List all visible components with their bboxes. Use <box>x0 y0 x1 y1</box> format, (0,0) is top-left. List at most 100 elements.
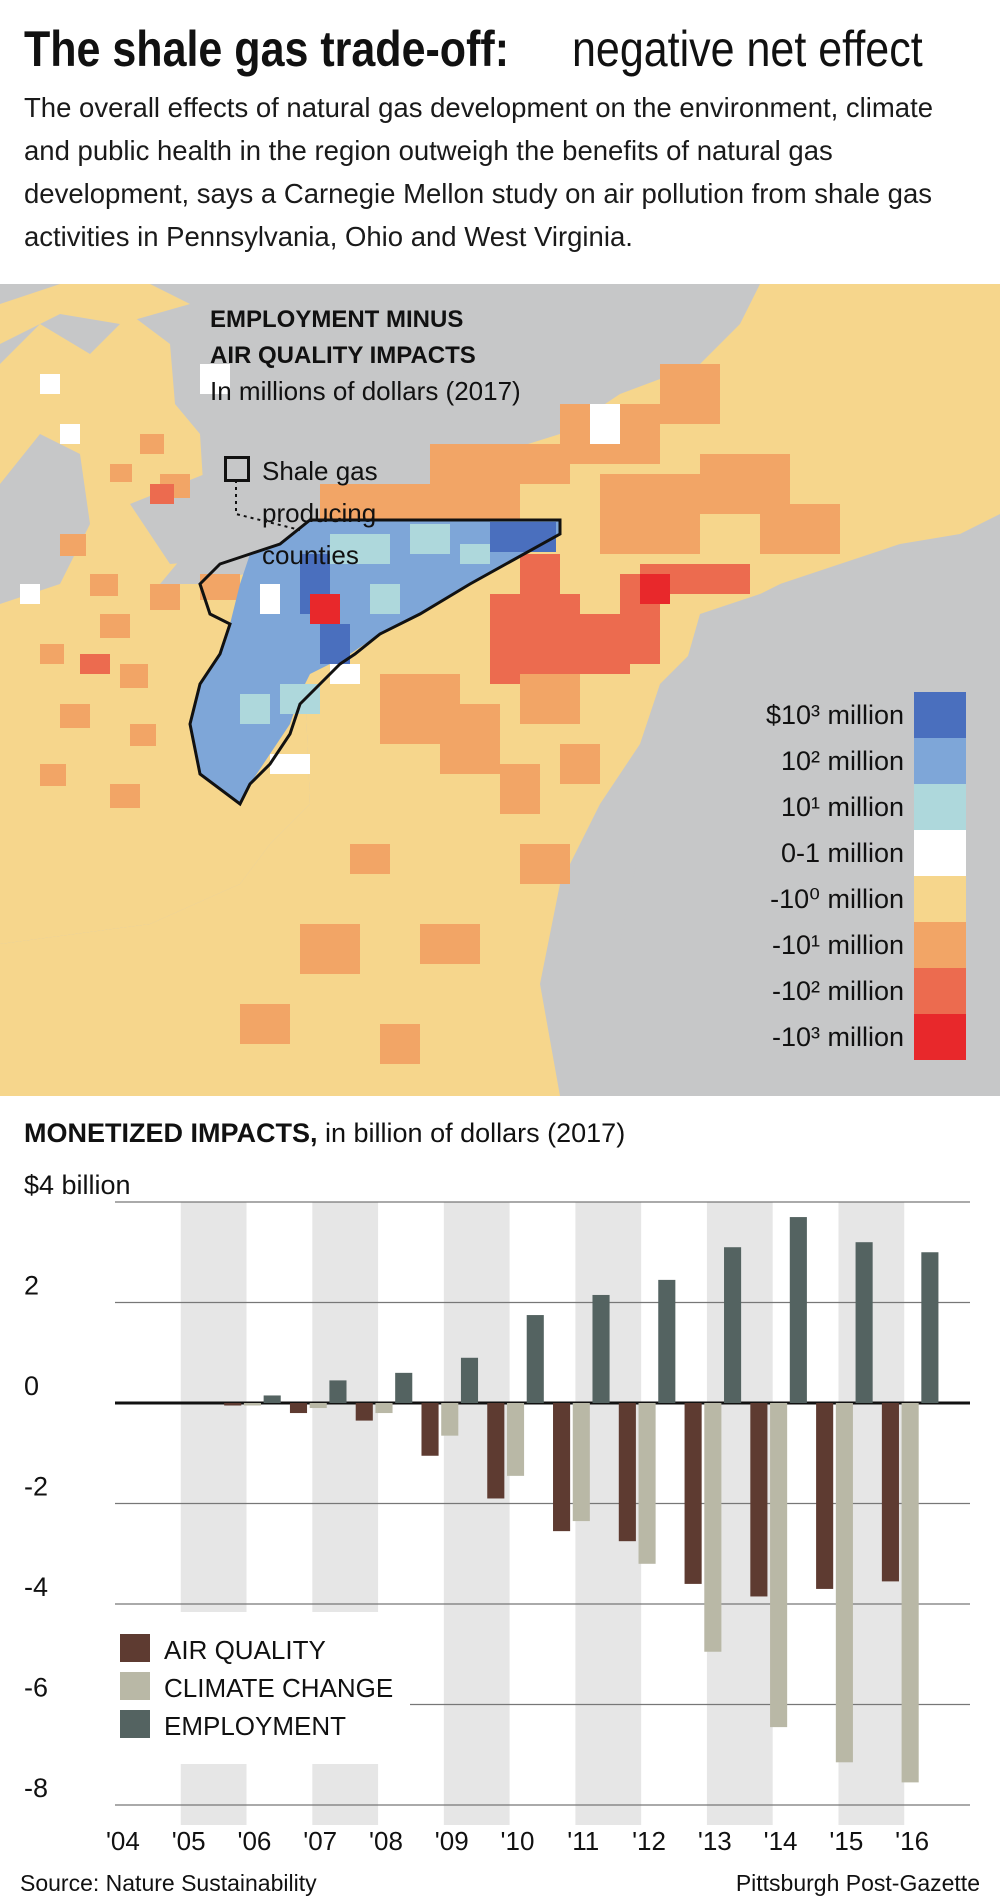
legend-swatch <box>914 876 966 922</box>
air-quality-bar <box>553 1403 571 1532</box>
air-quality-bar <box>224 1403 242 1406</box>
y-tick-label: -4 <box>24 1572 48 1602</box>
x-tick-label: '15 <box>829 1826 863 1856</box>
climate-change-bar <box>243 1403 262 1406</box>
x-tick-label: '05 <box>172 1826 206 1856</box>
shale-label-line3: counties <box>262 540 359 570</box>
map-title-line2: AIR QUALITY IMPACTS <box>210 342 476 369</box>
y-tick-label: -8 <box>24 1773 48 1803</box>
climate-change-bar <box>770 1403 788 1728</box>
x-tick-label: '07 <box>303 1826 337 1856</box>
legend-row: 10² million <box>690 738 966 784</box>
headline: The shale gas trade-off: negative net ef… <box>24 14 984 84</box>
legend-swatch <box>914 1014 966 1060</box>
climate-change-bar <box>309 1403 327 1409</box>
air-quality-bar <box>421 1403 439 1456</box>
legend-swatch <box>120 1634 150 1662</box>
x-tick-label: '04 <box>106 1826 140 1856</box>
red-counties <box>80 484 750 684</box>
air-quality-bar <box>816 1403 834 1589</box>
x-tick-label: '08 <box>369 1826 403 1856</box>
climate-change-bar <box>901 1403 919 1783</box>
employment-bar <box>789 1217 807 1403</box>
x-tick-label: '13 <box>698 1826 732 1856</box>
employment-bar <box>395 1372 413 1403</box>
map-legend: $10³ million 10² million 10¹ million 0-1 mi… <box>690 692 966 1060</box>
air-quality-bar <box>355 1403 373 1421</box>
legend-swatch <box>120 1710 150 1738</box>
legend-row: -10³ million <box>690 1014 966 1060</box>
air-quality-bar <box>881 1403 899 1582</box>
y-tick-label: 0 <box>24 1371 39 1401</box>
x-tick-label: '09 <box>435 1826 469 1856</box>
shale-leader-line <box>235 480 301 531</box>
employment-bar <box>526 1315 544 1403</box>
shale-region-blue <box>190 520 560 804</box>
map-graphic <box>0 284 1000 1096</box>
headline-bold: The shale gas trade-off: <box>24 21 510 77</box>
y-tick-label: 2 <box>24 1271 39 1301</box>
lake-ontario <box>390 354 600 424</box>
air-quality-bar <box>618 1403 636 1542</box>
legend-label: 0-1 million <box>780 838 904 868</box>
headline-rest: negative net effect <box>572 21 923 77</box>
employment-bar <box>460 1357 479 1403</box>
x-tick-label: '16 <box>895 1826 929 1856</box>
legend-label: 10¹ million <box>780 792 904 822</box>
climate-change-bar <box>506 1403 525 1476</box>
legend-swatch <box>914 922 966 968</box>
legend-label: EMPLOYMENT <box>164 1711 346 1741</box>
x-tick-label: '12 <box>632 1826 666 1856</box>
legend-swatch <box>914 968 966 1014</box>
shale-light-counties <box>240 524 490 724</box>
shale-white-counties <box>260 584 360 774</box>
y-tick-label: -2 <box>24 1472 48 1502</box>
county-map: EMPLOYMENT MINUS AIR QUALITY IMPACTS In … <box>0 284 1000 1096</box>
legend-row: -10² million <box>690 968 966 1014</box>
lake-erie <box>130 444 440 564</box>
employment-bar <box>329 1380 347 1403</box>
legend-row: $10³ million <box>690 692 966 738</box>
climate-change-bar <box>572 1403 590 1522</box>
publisher-credit: Pittsburgh Post-Gazette <box>735 1870 980 1896</box>
air-quality-bar <box>487 1403 505 1499</box>
x-tick-label: '06 <box>237 1826 271 1856</box>
employment-bar <box>658 1279 676 1403</box>
shale-outline <box>188 518 562 807</box>
michigan-upper <box>0 284 190 344</box>
legend-label: AIR QUALITY <box>164 1635 326 1665</box>
chart-heading-bold: MONETIZED IMPACTS, <box>24 1118 318 1148</box>
employment-bar <box>921 1252 939 1403</box>
bar-chart: $4 billion 2 0 -2 -4 -6 -8 '04 '05 '06 '07 '08 '09 '1… <box>24 1170 970 1856</box>
chart-heading: MONETIZED IMPACTS, in billion of dollars… <box>24 1118 625 1149</box>
legend-label: $10³ million <box>765 700 904 730</box>
y-tick-label: $4 billion <box>24 1170 131 1200</box>
x-tick-label: '11 <box>567 1826 599 1856</box>
legend-swatch <box>120 1672 150 1700</box>
legend-label: -10² million <box>771 976 904 1006</box>
legend-label: -10¹ million <box>771 930 904 960</box>
air-quality-bar <box>289 1403 308 1414</box>
legend-swatch <box>914 830 966 876</box>
atlantic-ocean <box>590 524 1000 1096</box>
x-tick-label: '14 <box>764 1826 798 1856</box>
employment-bar <box>724 1247 742 1403</box>
chart-legend-box <box>100 1612 410 1764</box>
lake-michigan <box>0 434 90 604</box>
climate-change-bar <box>704 1403 722 1652</box>
shale-legend-label: Shale gas producing counties <box>262 450 442 576</box>
map-subtitle: In millions of dollars (2017) <box>210 376 521 406</box>
employment-bar <box>855 1242 873 1403</box>
legend-swatch <box>914 738 966 784</box>
map-title-line1: EMPLOYMENT MINUS <box>210 306 464 333</box>
chart-heading-rest: in billion of dollars (2017) <box>325 1118 626 1148</box>
air-quality-bar <box>684 1403 702 1584</box>
employment-bar <box>592 1294 610 1403</box>
legend-label: 10² million <box>780 746 904 776</box>
shale-legend-box <box>224 456 250 482</box>
employment-bar <box>263 1395 281 1403</box>
map-title: EMPLOYMENT MINUS AIR QUALITY IMPACTS <box>210 302 476 374</box>
legend-swatch <box>914 784 966 830</box>
white-counties <box>20 364 620 604</box>
legend-row: -10⁰ million <box>690 876 966 922</box>
